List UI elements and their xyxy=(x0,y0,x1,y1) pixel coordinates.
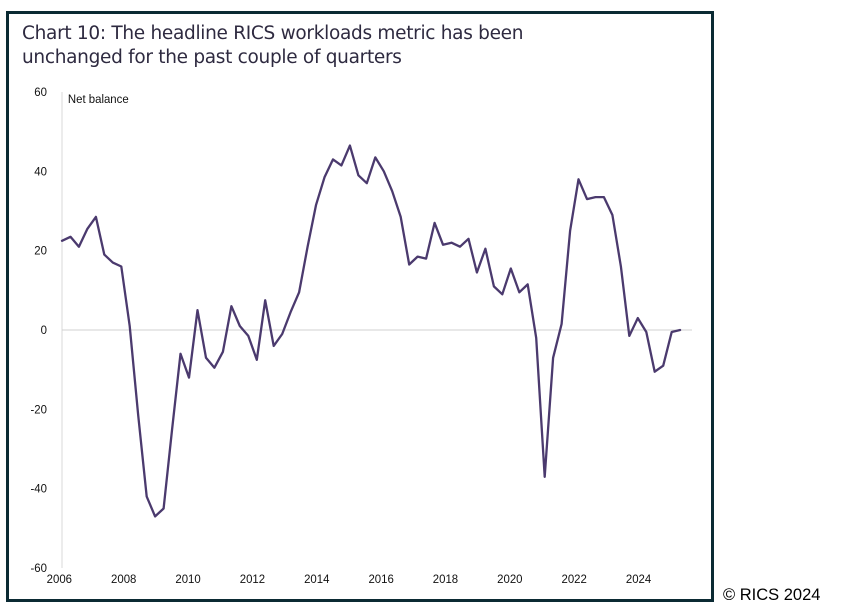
chart-frame: Chart 10: The headline RICS workloads me… xyxy=(6,11,714,602)
y-tick-label: 0 xyxy=(41,324,48,337)
y-tick-label: -40 xyxy=(31,482,48,495)
chart-title: Chart 10: The headline RICS workloads me… xyxy=(22,23,524,68)
x-tick-label: 2016 xyxy=(368,573,393,586)
y-axis-label: Net balance xyxy=(68,93,129,106)
y-tick-label: 40 xyxy=(34,165,47,178)
copyright-notice: © RICS 2024 xyxy=(723,586,821,604)
x-tick-label: 2010 xyxy=(175,573,201,586)
y-tick-label: -60 xyxy=(31,562,48,575)
x-tick-label: 2006 xyxy=(47,573,72,586)
x-tick-label: 2022 xyxy=(562,573,587,586)
x-tick-label: 2020 xyxy=(497,573,523,586)
series-line xyxy=(60,144,682,518)
x-tick-label: 2024 xyxy=(626,573,652,586)
x-tick-label: 2008 xyxy=(111,573,136,586)
series-group xyxy=(60,144,682,518)
y-tick-label: 60 xyxy=(34,86,47,99)
y-tick-label: 20 xyxy=(34,244,47,257)
x-tick-label: 2014 xyxy=(304,573,330,586)
y-tick-label: -20 xyxy=(31,403,48,416)
x-tick-label: 2012 xyxy=(240,573,265,586)
x-tick-label: 2018 xyxy=(433,573,458,586)
